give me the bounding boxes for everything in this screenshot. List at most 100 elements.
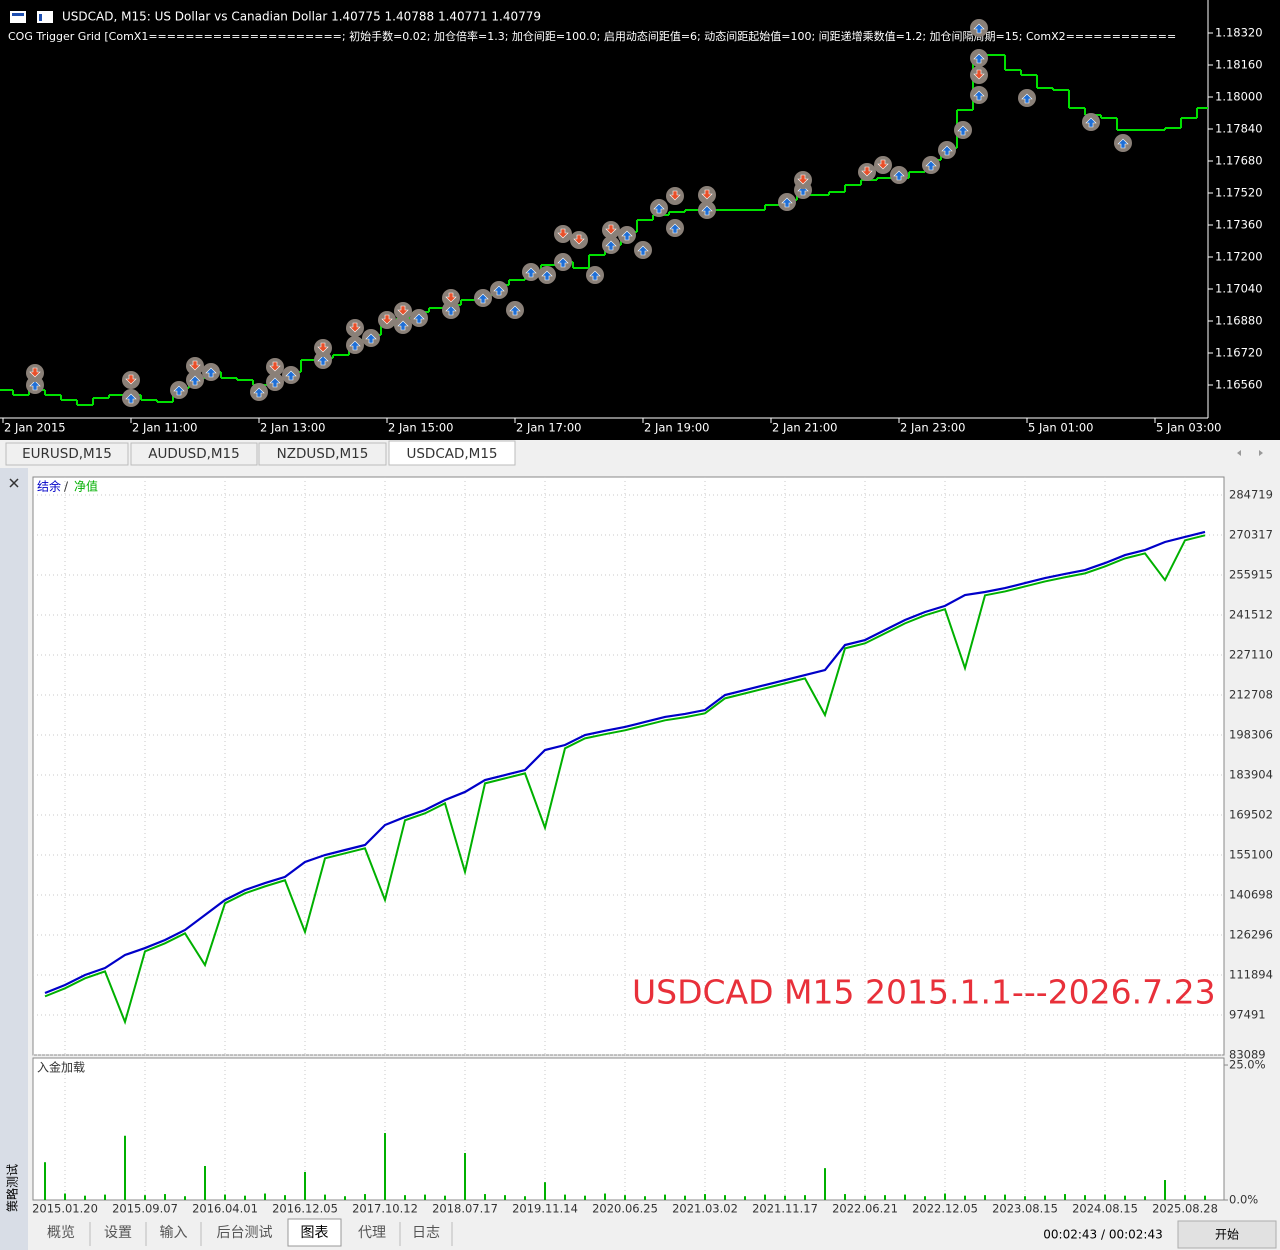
x-tick-label: 2024.08.15 — [1072, 1202, 1138, 1216]
trade-arrow — [205, 367, 217, 378]
trade-arrow — [637, 245, 649, 256]
bottom-tab-label[interactable]: 图表 — [301, 1225, 329, 1241]
trade-arrow — [189, 375, 201, 386]
load-bar — [424, 1194, 426, 1200]
trade-arrow — [477, 293, 489, 304]
load-bar — [384, 1133, 386, 1200]
x-tick-label: 2016.12.05 — [272, 1202, 338, 1216]
x-tick-label: 2 Jan 13:00 — [260, 421, 326, 435]
x-tick-label: 2 Jan 19:00 — [644, 421, 710, 435]
load-bar — [1144, 1196, 1146, 1200]
symbol-tab-label[interactable]: NZDUSD,M15 — [277, 446, 369, 462]
y-tick-label: 126296 — [1229, 927, 1273, 941]
y-tick-label: 155100 — [1229, 847, 1273, 861]
y-tick-label: 111894 — [1229, 967, 1273, 981]
bottom-tab-label[interactable]: 代理 — [358, 1225, 386, 1241]
load-bar — [744, 1196, 746, 1200]
bottom-tab[interactable] — [287, 1218, 342, 1247]
load-bar — [984, 1195, 986, 1200]
load-bar — [704, 1194, 706, 1200]
y-tick-label: 1.17520 — [1215, 186, 1263, 200]
symbol-tab-label[interactable]: AUDUSD,M15 — [148, 446, 239, 462]
trade-arrow — [381, 314, 393, 325]
icon — [10, 11, 26, 23]
load-bar — [44, 1162, 46, 1200]
load-plot — [32, 1057, 1225, 1201]
symbol-tab-label[interactable]: EURUSD,M15 — [22, 446, 112, 462]
load-bar — [164, 1194, 166, 1200]
load-bar — [664, 1194, 666, 1200]
start-button-label[interactable]: 开始 — [1215, 1228, 1239, 1242]
bottom-tab-label[interactable]: 概览 — [47, 1225, 75, 1241]
load-bar — [1104, 1194, 1106, 1200]
symbol-tab[interactable] — [5, 442, 129, 466]
y-tick-label: 1.17360 — [1215, 218, 1263, 232]
balance-plot — [32, 476, 1225, 1056]
load-bar — [624, 1195, 626, 1200]
load-bar — [1084, 1195, 1086, 1200]
trade-arrow — [973, 53, 985, 64]
chart-title: USDCAD, M15: US Dollar vs Canadian Dolla… — [62, 10, 541, 24]
load-bar — [764, 1194, 766, 1200]
symbol-tab[interactable] — [130, 442, 258, 466]
close-icon[interactable] — [9, 478, 19, 488]
x-tick-label: 2023.08.15 — [992, 1202, 1058, 1216]
trade-arrow — [125, 374, 137, 385]
load-bar — [1024, 1196, 1026, 1200]
bottom-tab-label[interactable]: 输入 — [160, 1225, 188, 1241]
load-bar — [644, 1196, 646, 1200]
load-bar — [344, 1196, 346, 1200]
x-tick-label: 2 Jan 23:00 — [900, 421, 966, 435]
load-bar — [1164, 1180, 1166, 1200]
trade-arrow — [589, 270, 601, 281]
trade-arrow — [781, 197, 793, 208]
y-tick-label: 1.17200 — [1215, 250, 1263, 264]
icon — [39, 14, 42, 21]
symbol-tab-label[interactable]: USDCAD,M15 — [406, 446, 497, 462]
load-bar — [124, 1135, 126, 1200]
trade-arrow — [941, 145, 953, 156]
trade-arrow — [397, 305, 409, 316]
symbol-tab[interactable] — [258, 442, 387, 466]
bottom-tab-label[interactable]: 日志 — [412, 1225, 440, 1241]
trade-arrow — [669, 223, 681, 234]
load-bar — [964, 1195, 966, 1200]
trade-arrow — [957, 125, 969, 136]
y-tick-label: 284719 — [1229, 488, 1273, 502]
trade-arrow — [349, 340, 361, 351]
trade-arrow — [285, 370, 297, 381]
y-tick-label: 1.16880 — [1215, 314, 1263, 328]
load-bar — [804, 1195, 806, 1200]
load-bar — [1124, 1195, 1126, 1200]
load-bar — [684, 1195, 686, 1200]
load-bar — [784, 1195, 786, 1200]
load-bar — [584, 1195, 586, 1200]
start-button[interactable] — [1177, 1220, 1277, 1249]
y-tick-label: 212708 — [1229, 688, 1273, 702]
bottom-tab-label[interactable]: 后台测试 — [217, 1225, 273, 1241]
load-bar — [884, 1195, 886, 1200]
load-bar — [844, 1194, 846, 1200]
bottom-tab-label[interactable]: 设置 — [104, 1225, 132, 1241]
side-title: 策略测试 — [5, 1164, 20, 1212]
load-bar — [504, 1195, 506, 1200]
trade-arrow — [701, 189, 713, 200]
load-bar — [1064, 1194, 1066, 1200]
load-bar — [564, 1194, 566, 1200]
trade-arrow — [189, 360, 201, 371]
subtitle-clip: COG Trigger Grid [ComX1=================… — [8, 29, 1176, 43]
x-tick-label: 2018.07.17 — [432, 1202, 498, 1216]
x-tick-label: 5 Jan 03:00 — [1156, 421, 1222, 435]
trade-arrow — [573, 234, 585, 245]
symbol-tab[interactable] — [388, 440, 516, 466]
price-plot — [0, 19, 1208, 407]
indicator-label: COG Trigger Grid [ComX1=================… — [8, 29, 1176, 43]
x-tick-label: 2015.09.07 — [112, 1202, 178, 1216]
trade-arrow — [29, 367, 41, 378]
load-bar — [404, 1195, 406, 1200]
y-tick-label: 1.18160 — [1215, 58, 1263, 72]
trade-arrow — [365, 333, 377, 344]
load-bar — [364, 1194, 366, 1200]
balance-line — [44, 530, 1206, 995]
trade-arrow — [493, 285, 505, 296]
